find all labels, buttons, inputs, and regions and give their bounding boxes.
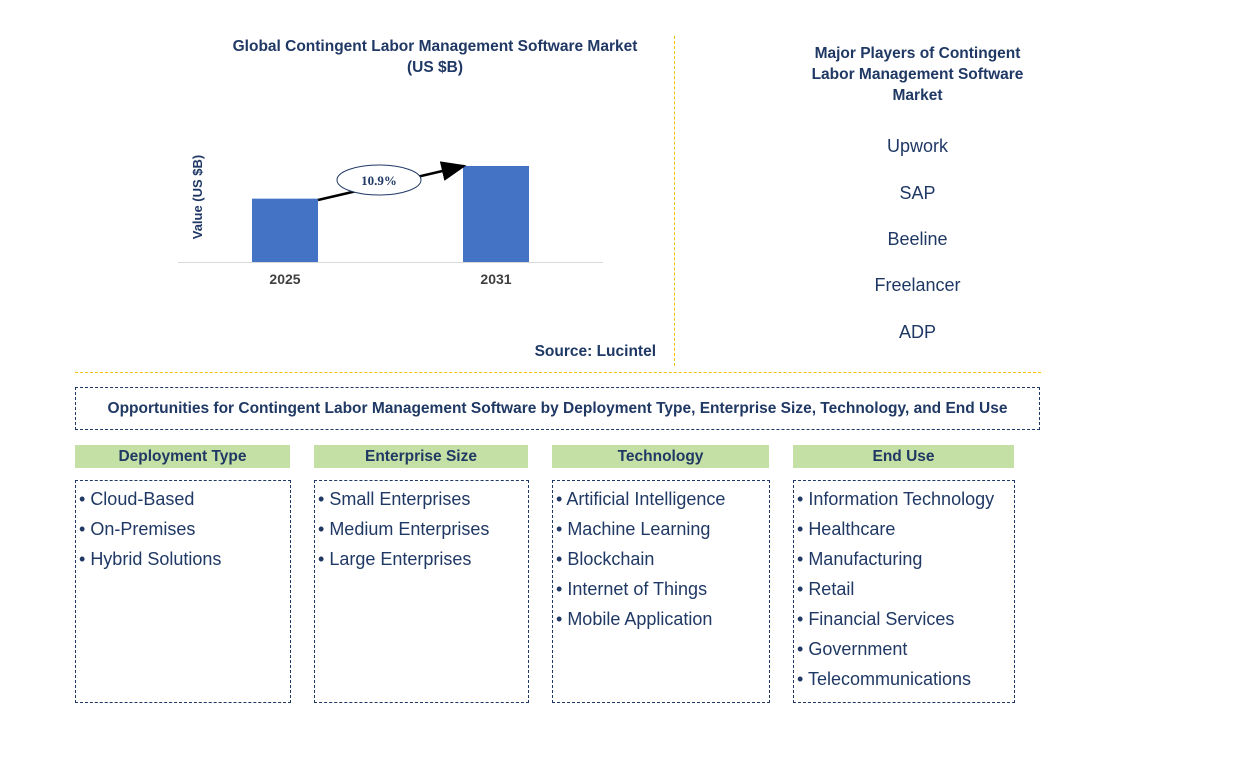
bar-2025 [252, 198, 318, 262]
segment-heading-enterprise-size: Enterprise Size [314, 445, 528, 468]
segment-item: • Internet of Things [556, 579, 708, 599]
segment-item: • Artificial Intelligence [556, 489, 726, 509]
segment-item: • Information Technology [797, 489, 995, 509]
x-tick-label: 2031 [480, 271, 511, 287]
segment-list-technology: • Artificial Intelligence • Machine Lear… [552, 480, 770, 703]
segment-item: • Mobile Application [556, 609, 713, 629]
vertical-divider [674, 36, 675, 366]
opportunities-title-box: Opportunities for Contingent Labor Manag… [75, 387, 1040, 430]
segment-item: • Government [797, 639, 908, 659]
segment-list-enterprise-size: • Small Enterprises • Medium Enterprises… [314, 480, 529, 703]
segment-heading-technology: Technology [552, 445, 769, 468]
bar-2031 [463, 166, 529, 262]
segment-list-deployment: • Cloud-Based • On-Premises • Hybrid Sol… [75, 480, 291, 703]
segment-item: • Manufacturing [797, 549, 923, 569]
player-item: SAP [899, 183, 936, 203]
segment-item: • Blockchain [556, 549, 655, 569]
segment-heading-end-use: End Use [793, 445, 1014, 468]
y-axis-label: Value (US $B) [190, 155, 205, 240]
source-note: Source: Lucintel [534, 343, 656, 360]
bar-chart: Value (US $B) 2025 2031 10.9% [178, 155, 603, 287]
segment-item: • Financial Services [797, 609, 955, 629]
segment-item: • Cloud-Based [79, 489, 195, 509]
segment-item: • Healthcare [797, 519, 896, 539]
players-title: Major Players of Contingent Labor Manage… [811, 45, 1024, 104]
segment-item: • Large Enterprises [318, 549, 472, 569]
x-tick-label: 2025 [269, 271, 300, 287]
segment-heading-deployment: Deployment Type [75, 445, 290, 468]
segment-item: • Retail [797, 579, 855, 599]
cagr-bubble [336, 164, 422, 196]
cagr-label: 10.9% [361, 173, 397, 188]
opportunities-title: Opportunities for Contingent Labor Manag… [107, 399, 1008, 417]
segment-item: • Hybrid Solutions [79, 549, 222, 569]
segment-item: • Telecommunications [797, 669, 972, 689]
player-item: Freelancer [874, 275, 961, 295]
segment-item: • Small Enterprises [318, 489, 471, 509]
chart-title: Global Contingent Labor Management Softw… [232, 38, 638, 76]
player-item: Upwork [886, 136, 948, 156]
segment-list-end-use: • Information Technology • Healthcare • … [793, 480, 1015, 703]
player-item: ADP [898, 322, 936, 342]
segment-item: • On-Premises [79, 519, 196, 539]
horizontal-divider [75, 372, 1041, 373]
player-item: Beeline [887, 229, 948, 249]
segment-item: • Medium Enterprises [318, 519, 490, 539]
segment-item: • Machine Learning [556, 519, 711, 539]
